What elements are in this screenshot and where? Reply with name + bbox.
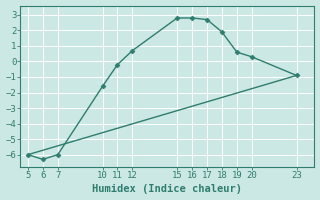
X-axis label: Humidex (Indice chaleur): Humidex (Indice chaleur) xyxy=(92,184,243,194)
